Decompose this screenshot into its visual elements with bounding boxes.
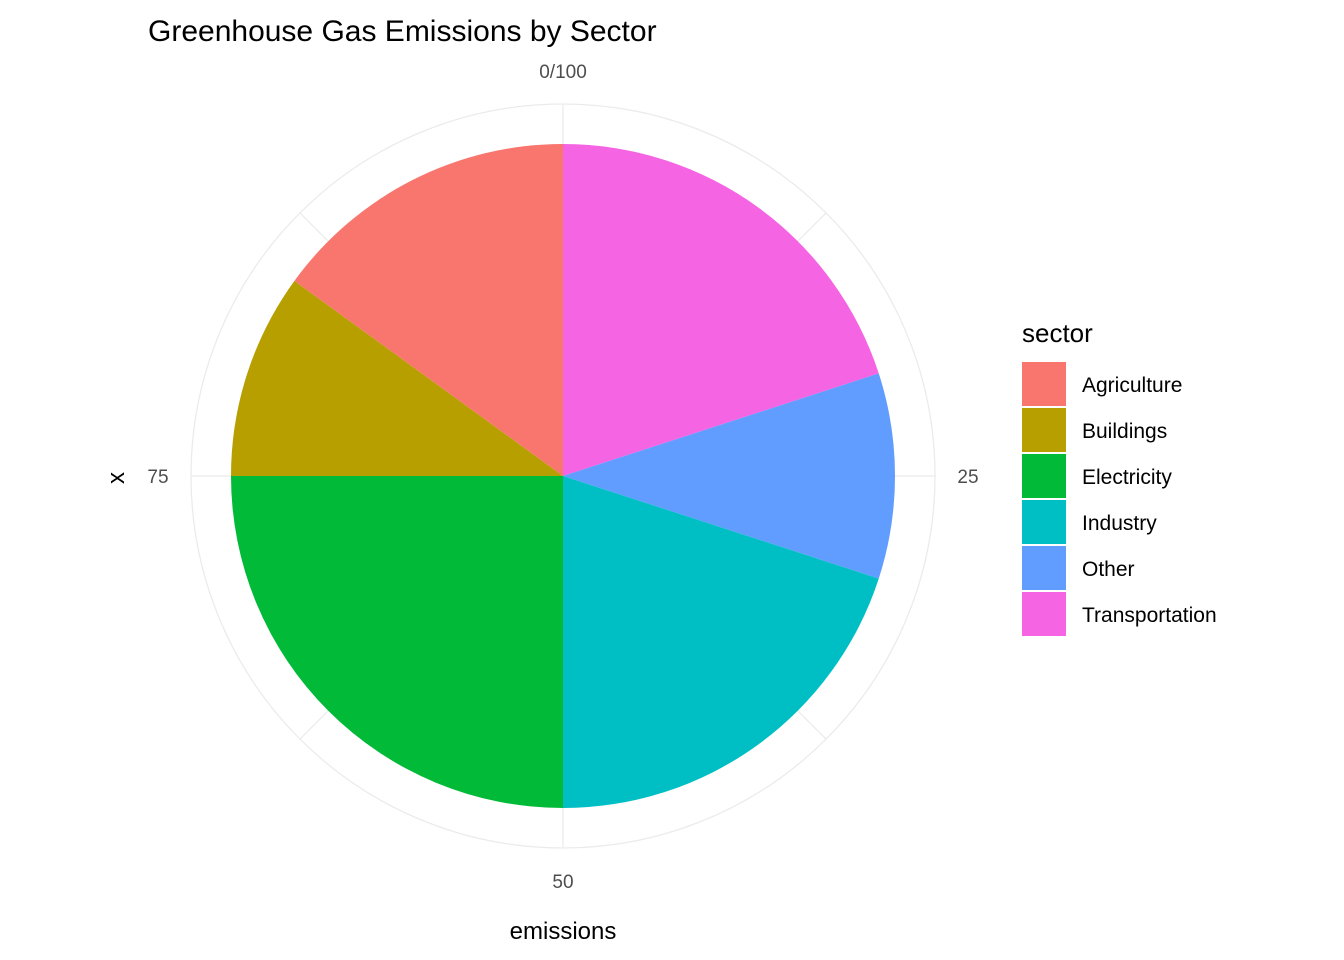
legend-label: Transportation xyxy=(1082,604,1217,627)
pie-slice-electricity xyxy=(231,476,563,808)
angle-tick-label: 0/100 xyxy=(539,62,587,83)
angle-tick-label: 50 xyxy=(552,872,573,893)
pie-slice-agriculture xyxy=(294,144,563,476)
angle-tick-label: 25 xyxy=(957,467,978,488)
chart-title: Greenhouse Gas Emissions by Sector xyxy=(148,15,657,48)
legend-swatch xyxy=(1022,362,1066,406)
legend-label: Buildings xyxy=(1082,420,1167,443)
pie-slices xyxy=(231,144,895,808)
legend-label: Agriculture xyxy=(1082,374,1182,397)
pie-slice-industry xyxy=(563,476,879,808)
y-axis-title: x xyxy=(103,472,130,484)
legend-swatch xyxy=(1022,546,1066,590)
legend-label: Electricity xyxy=(1082,466,1172,489)
pie-slice-transportation xyxy=(563,144,879,476)
angle-tick-label: 75 xyxy=(147,467,168,488)
legend-swatch xyxy=(1022,408,1066,452)
pie-slice-other xyxy=(563,373,895,579)
legend-label: Other xyxy=(1082,558,1135,581)
legend-swatch xyxy=(1022,454,1066,498)
legend: sector Agriculture Buildings Electricity In… xyxy=(1022,318,1217,636)
legend-title: sector xyxy=(1022,318,1093,348)
x-axis-title: emissions xyxy=(510,918,617,945)
angle-tick-labels: 0/100 25 50 75 xyxy=(147,62,978,893)
legend-swatch xyxy=(1022,592,1066,636)
pie-slice-buildings xyxy=(231,280,563,476)
legend-swatch xyxy=(1022,500,1066,544)
legend-label: Industry xyxy=(1082,512,1157,535)
